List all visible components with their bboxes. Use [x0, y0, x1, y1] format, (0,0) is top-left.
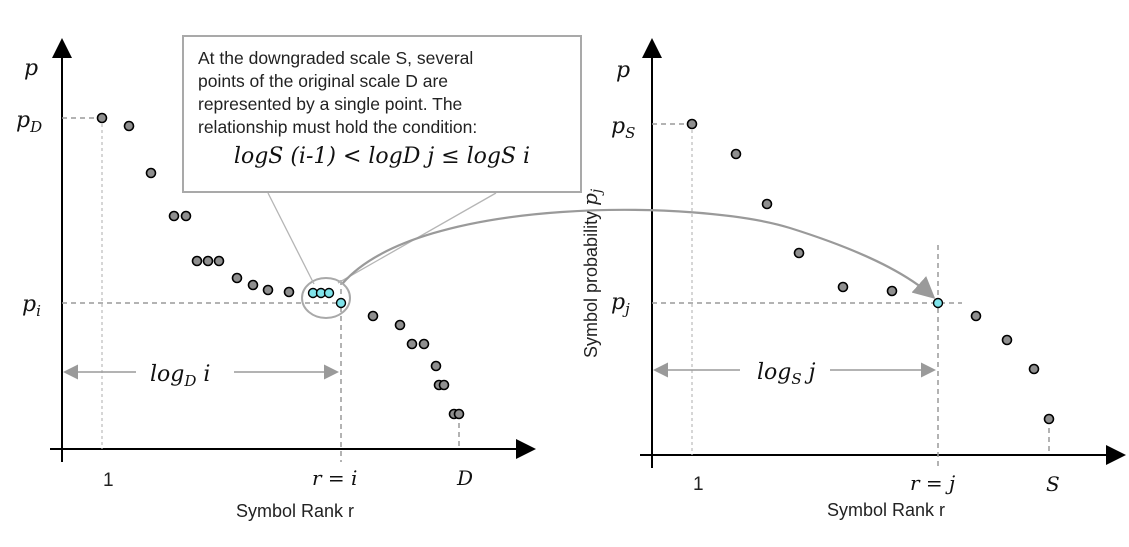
right-span-log: log [757, 360, 791, 385]
data-point [168, 210, 180, 222]
right-points [686, 118, 1055, 425]
data-point [406, 338, 418, 350]
data-point [970, 310, 982, 322]
data-point [793, 247, 805, 259]
right-pj-label: pj [611, 290, 630, 318]
right-y-axis-label: p [616, 58, 630, 83]
right-plot: p pS pj Symbol probability pj logS j 1 r… [578, 38, 1126, 520]
left-pD-label: pD [16, 108, 42, 136]
right-rotated-p: p [578, 193, 602, 206]
right-pj-sub: j [622, 300, 630, 318]
right-rotated-sub: j [589, 188, 605, 196]
left-x-axis-label: Symbol Rank r [236, 501, 354, 521]
data-point [202, 255, 214, 267]
left-span-label: logD i [150, 362, 210, 390]
data-point [283, 286, 295, 298]
callout-line-1: At the downgraded scale S, several [198, 48, 474, 68]
data-point [1001, 334, 1013, 346]
data-point [213, 255, 225, 267]
left-pD-sub: D [29, 118, 42, 136]
right-span-label: logS j [757, 360, 816, 388]
data-point [837, 281, 849, 293]
data-point [247, 279, 259, 291]
data-point [686, 118, 698, 130]
callout-box: At the downgraded scale S, several point… [182, 35, 582, 193]
data-point [191, 255, 203, 267]
left-tick-D: D [456, 466, 473, 490]
data-point [430, 360, 442, 372]
right-pj-base: p [611, 290, 625, 315]
data-point [1028, 363, 1040, 375]
left-tick-one: 1 [103, 470, 114, 491]
mapping-arrow [342, 208, 936, 299]
highlight-point [335, 297, 347, 309]
data-point [180, 210, 192, 222]
data-point [123, 120, 135, 132]
highlight-ellipse [301, 277, 351, 319]
data-point [453, 408, 465, 420]
data-point [394, 319, 406, 331]
data-point [262, 284, 274, 296]
left-tick-ri: r = i [312, 466, 357, 490]
highlight-point [932, 297, 944, 309]
left-pD-base: p [16, 108, 30, 133]
left-span-log: log [150, 362, 184, 387]
callout-line-4: relationship must hold the condition: [198, 117, 478, 137]
right-pS-base: p [611, 114, 625, 139]
left-span-sub: D [183, 372, 196, 390]
right-span-sub: S [791, 370, 801, 388]
data-point [886, 285, 898, 297]
data-point [145, 167, 157, 179]
data-point [1043, 413, 1055, 425]
callout-pointer-left [267, 192, 315, 285]
data-point [367, 310, 379, 322]
left-pi-label: pi [22, 292, 41, 320]
left-pi-base: p [22, 292, 36, 317]
right-span-j: j [802, 360, 816, 385]
right-rotated-text: Symbol probability [581, 206, 601, 358]
left-points [96, 112, 465, 420]
left-pi-sub: i [36, 302, 41, 320]
data-point [96, 112, 108, 124]
callout-line-3: represented by a single point. The [198, 94, 463, 114]
right-tick-rj: r = j [910, 471, 955, 495]
data-point [418, 338, 430, 350]
left-plot: p pD pi logD i 1 r = i D Symbol Rank r [16, 38, 536, 521]
callout-line-2: points of the original scale D are [198, 71, 448, 91]
data-point [438, 379, 450, 391]
right-rotated-label: Symbol probability pj [578, 188, 605, 358]
right-tick-one: 1 [693, 474, 704, 495]
right-tick-S: S [1046, 472, 1060, 496]
right-pS-sub: S [625, 124, 635, 142]
data-point [730, 148, 742, 160]
data-point [231, 272, 243, 284]
highlight-point [323, 287, 335, 299]
left-y-axis-label: p [24, 56, 38, 81]
right-pS-label: pS [611, 114, 635, 142]
left-span-i: i [196, 362, 210, 387]
callout-formula: logS (i-1) < logD j ≤ logS i [233, 144, 531, 169]
data-point [761, 198, 773, 210]
right-rotated-label-group: Symbol probability pj [578, 188, 605, 358]
right-x-axis-label: Symbol Rank r [827, 500, 945, 520]
